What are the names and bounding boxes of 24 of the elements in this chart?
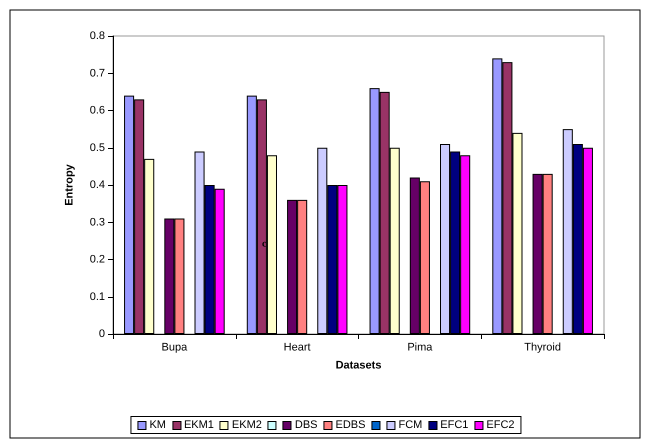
legend-label: KM	[149, 419, 166, 431]
legend-label: EKM2	[232, 419, 262, 431]
y-tick-label: 0.3	[90, 216, 105, 228]
legend-label: DBS	[294, 419, 318, 431]
annotation: c	[262, 238, 267, 250]
y-tick-label: 0.5	[90, 142, 105, 154]
x-tick-label: Bupa	[162, 342, 188, 354]
y-tick-label: 0	[98, 328, 105, 340]
y-axis-title: Entropy	[64, 163, 76, 206]
y-tick-label: 0.7	[90, 67, 105, 80]
legend-label: EFC1	[440, 419, 468, 431]
y-tick-label: 0.8	[90, 30, 105, 42]
y-tick-label: 0.6	[90, 104, 105, 116]
legend-label: EKM1	[184, 419, 214, 431]
legend-label: FCM	[398, 419, 422, 431]
x-tick-label: Thyroid	[524, 342, 561, 354]
legend-label: EDBS	[336, 419, 366, 431]
y-tick-label: 0.2	[90, 254, 105, 266]
x-axis-title: Datasets	[336, 360, 382, 372]
y-tick-label: 0.4	[90, 179, 105, 191]
legend-label: EFC2	[486, 419, 515, 431]
x-tick-label: Pima	[407, 342, 434, 354]
y-tick-label: 0.1	[90, 290, 105, 303]
x-tick-label: Heart	[284, 342, 311, 354]
